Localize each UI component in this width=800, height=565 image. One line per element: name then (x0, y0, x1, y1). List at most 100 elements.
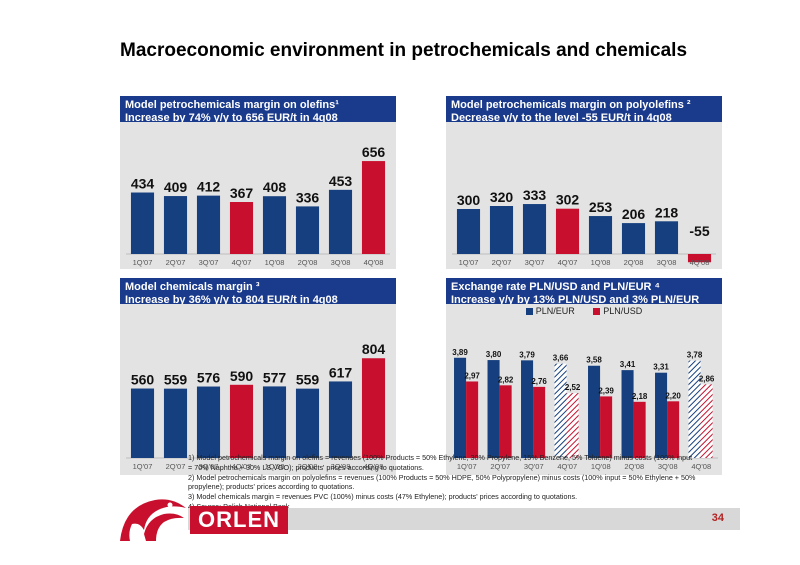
olefins-panel-header: Model petrochemicals margin on olefins¹ … (120, 96, 396, 124)
bar-pln-usd (533, 386, 546, 458)
footnote-line: propylene); products' prices according t… (188, 482, 355, 492)
tick-label: 4Q'07 (232, 462, 252, 471)
polyolefins-panel-header: Model petrochemicals margin on polyolefi… (446, 96, 722, 124)
tick-label: 2Q'07 (490, 462, 510, 471)
bar-pln-usd (700, 384, 713, 458)
data-label: 253 (589, 199, 613, 215)
bar (295, 206, 320, 254)
data-label: 559 (296, 372, 320, 388)
olefins-plot-area: 434 1Q'07 409 2Q'07 412 3Q'07 367 4Q'07 408 1Q'08… (120, 122, 396, 269)
bar (295, 388, 320, 458)
tick-label: 2Q'08 (624, 258, 644, 267)
tick-label: 1Q'07 (133, 462, 153, 471)
polyolefins-bar-chart: 300 1Q'07 320 2Q'07 333 3Q'07 302 4Q'07 253 1Q'08… (452, 187, 716, 267)
data-label: 333 (523, 187, 547, 203)
bar (489, 206, 514, 254)
bar-pln-usd (633, 401, 646, 458)
data-label: 2,76 (531, 377, 547, 386)
tick-label: 1Q'08 (591, 462, 611, 471)
data-label: 218 (655, 204, 679, 220)
bar (262, 196, 287, 254)
polyolefins-plot-area: 300 1Q'07 320 2Q'07 333 3Q'07 302 4Q'07 253 1Q'08… (446, 122, 722, 269)
tick-label: 3Q'07 (199, 258, 219, 267)
data-label: 302 (556, 192, 580, 208)
olefins-chart-title: Model petrochemicals margin on olefins¹ (125, 99, 339, 111)
tick-label: 3Q'08 (331, 462, 351, 471)
bar-pln-usd (667, 401, 680, 458)
data-label: 2,97 (464, 371, 480, 380)
bar (687, 254, 712, 263)
data-label: 3,41 (620, 360, 636, 369)
tick-label: 4Q'08 (690, 258, 710, 267)
tick-label: 4Q'07 (232, 258, 252, 267)
data-label: 3,80 (486, 350, 502, 359)
legend-label-eur: PLN/EUR (535, 306, 575, 316)
bar (163, 196, 188, 254)
tick-label: 3Q'08 (658, 462, 678, 471)
bar-pln-eur (521, 360, 534, 458)
footnote-line: 1) Model petrochemicals margin on olefin… (188, 453, 693, 462)
tick-label: 1Q'07 (133, 258, 153, 267)
bar (361, 358, 386, 458)
data-label: 3,31 (653, 363, 669, 372)
data-label: 2,52 (565, 383, 581, 392)
tick-label: 3Q'07 (199, 462, 219, 471)
data-label: 300 (457, 192, 481, 208)
data-label: 559 (164, 372, 188, 388)
bar-pln-usd (566, 393, 579, 458)
bar (130, 192, 155, 254)
data-label: 804 (362, 341, 386, 357)
tick-label: 4Q'07 (558, 258, 578, 267)
bar-pln-eur (588, 365, 601, 458)
data-label: 2,86 (699, 374, 715, 383)
exchange-plot-area: PLN/EUR PLN/USD 3,89 2,97 1Q'07 3,80 2,82 2Q'… (446, 304, 722, 475)
bar (456, 209, 481, 254)
data-label: 320 (490, 189, 514, 205)
footnote-line: 2) Model petrochemicals margin on polyol… (188, 472, 696, 482)
legend-item-eur: PLN/EUR (525, 306, 575, 316)
polyolefins-margin-panel: Model petrochemicals margin on polyolefi… (446, 96, 722, 269)
olefins-bar-chart: 434 1Q'07 409 2Q'07 412 3Q'07 367 4Q'07 408 1Q'08… (126, 144, 390, 267)
data-label: 412 (197, 179, 221, 195)
chemicals-margin-panel: Model chemicals margin ³ Increase by 36%… (120, 278, 396, 475)
polyolefins-chart-subtitle: Decrease y/y to the level -55 EUR/t in 4… (451, 112, 672, 124)
exchange-chart-title: Exchange rate PLN/USD and PLN/EUR ⁴ (451, 281, 660, 293)
bar (361, 161, 386, 254)
bar-pln-usd (466, 381, 479, 458)
polyolefins-chart-title: Model petrochemicals margin on polyolefi… (451, 99, 691, 111)
data-label: 2,20 (665, 391, 681, 400)
bar-pln-eur (621, 370, 634, 458)
data-label: 3,79 (519, 350, 535, 359)
bar (328, 189, 353, 254)
bar (654, 221, 679, 254)
data-label: 408 (263, 179, 287, 195)
bar-pln-eur (487, 360, 500, 458)
tick-label: 2Q'07 (166, 258, 186, 267)
data-label: 3,78 (687, 351, 703, 360)
bar (621, 223, 646, 254)
data-label: 434 (131, 176, 155, 192)
tick-label: 4Q'07 (557, 462, 577, 471)
olefins-margin-panel: Model petrochemicals margin on olefins¹ … (120, 96, 396, 269)
orlen-eagle-icon (120, 499, 186, 541)
tick-label: 3Q'07 (525, 258, 545, 267)
chemicals-chart-title: Model chemicals margin ³ (125, 281, 260, 293)
data-label: -55 (689, 223, 709, 239)
data-label: 3,58 (586, 356, 602, 365)
exchange-panel-header: Exchange rate PLN/USD and PLN/EUR ⁴ Incr… (446, 278, 722, 306)
data-label: 577 (263, 369, 287, 385)
tick-label: 1Q'08 (591, 258, 611, 267)
data-label: 3,66 (553, 354, 569, 363)
tick-label: 2Q'08 (298, 462, 318, 471)
page-title: Macroeconomic environment in petrochemic… (120, 40, 688, 61)
data-label: 2,82 (498, 375, 514, 384)
exchange-chart-subtitle: Increase y/y by 13% PLN/USD and 3% PLN/E… (451, 294, 700, 306)
tick-label: 1Q'08 (265, 462, 285, 471)
bar (328, 381, 353, 458)
data-label: 576 (197, 370, 221, 386)
tick-label: 4Q'08 (691, 462, 711, 471)
bar (588, 216, 613, 254)
bar (229, 384, 254, 458)
exchange-bar-chart: 3,89 2,97 1Q'07 3,80 2,82 2Q'07 3,79 2,76 3Q'07 3… (450, 348, 718, 471)
legend-item-usd: PLN/USD (593, 306, 642, 316)
